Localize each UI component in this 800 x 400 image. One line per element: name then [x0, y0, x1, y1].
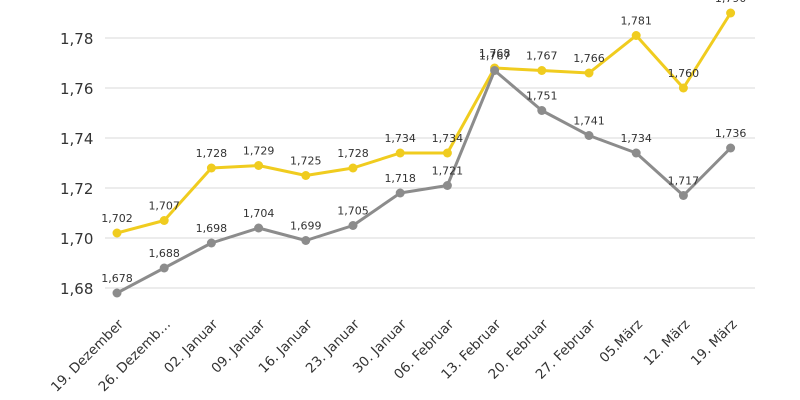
- data-point: [254, 161, 264, 170]
- x-tick-label: 05.März: [597, 317, 647, 367]
- data-label: 1,705: [337, 205, 369, 218]
- data-label: 1,790: [715, 0, 747, 5]
- data-label: 1,717: [668, 175, 700, 188]
- data-point: [348, 163, 358, 173]
- series-line-grau: [116, 69, 732, 295]
- data-point: [631, 31, 641, 40]
- data-label: 1,721: [432, 165, 464, 178]
- data-label: 1,702: [101, 212, 133, 225]
- data-point: [490, 66, 500, 75]
- data-label: 1,725: [290, 155, 322, 168]
- data-point: [159, 216, 169, 225]
- data-point: [206, 238, 216, 248]
- y-tick-label: 1,72: [60, 180, 93, 198]
- y-tick-label: 1,78: [60, 30, 93, 48]
- data-label: 1,736: [715, 127, 747, 140]
- y-tick-label: 1,70: [60, 230, 93, 248]
- data-label: 1,741: [573, 115, 605, 128]
- data-point: [678, 191, 688, 200]
- data-label: 1,718: [384, 172, 416, 185]
- data-point: [348, 221, 358, 230]
- data-label: 1,729: [243, 145, 275, 158]
- data-label: 1,728: [337, 147, 369, 160]
- data-label: 1,728: [196, 147, 228, 160]
- data-point: [395, 188, 405, 198]
- data-label: 1,767: [479, 50, 511, 63]
- data-label: 1,734: [384, 132, 416, 145]
- data-label: 1,781: [620, 15, 652, 28]
- data-point: [678, 83, 688, 93]
- series-line-gelb: [116, 12, 732, 235]
- data-labels: 1,702 1,707 1,728 1,729 1,725 1,728 1,734 1,734…: [101, 0, 746, 285]
- x-tick-label: 12. März: [641, 317, 694, 370]
- data-point: [395, 148, 405, 158]
- data-point: [726, 8, 736, 18]
- data-point: [112, 288, 122, 298]
- data-label: 1,751: [526, 90, 558, 103]
- data-point: [206, 163, 216, 173]
- data-label: 1,707: [148, 200, 180, 213]
- data-label: 1,734: [432, 132, 464, 145]
- data-label: 1,699: [290, 220, 322, 233]
- data-point: [112, 228, 122, 238]
- data-point: [301, 236, 311, 245]
- data-label: 1,734: [620, 132, 652, 145]
- data-label: 1,698: [196, 222, 228, 235]
- data-point: [537, 106, 547, 115]
- data-point: [301, 171, 311, 180]
- data-point: [726, 143, 736, 153]
- data-point: [631, 148, 641, 158]
- data-point: [584, 68, 594, 78]
- y-tick-label: 1,68: [60, 280, 93, 298]
- y-tick-label: 1,74: [60, 130, 93, 148]
- data-label: 1,767: [526, 50, 558, 63]
- data-label: 1,760: [668, 67, 700, 80]
- data-label: 1,678: [101, 272, 133, 285]
- series-lines: [112, 8, 736, 298]
- data-point: [159, 263, 169, 273]
- data-point: [442, 181, 452, 190]
- data-label: 1,688: [148, 247, 180, 260]
- data-label: 1,768: [479, 47, 511, 60]
- data-point: [584, 131, 594, 140]
- y-tick-label: 1,76: [60, 80, 93, 98]
- data-point: [537, 66, 547, 75]
- data-point: [442, 148, 452, 158]
- x-tick-label: 19. März: [688, 317, 741, 370]
- grid-lines: [105, 37, 755, 289]
- y-axis-ticks: 1,68 1,70 1,72 1,74 1,76 1,78: [60, 30, 93, 298]
- data-label: 1,766: [573, 52, 605, 65]
- data-label: 1,704: [243, 207, 275, 220]
- data-point: [254, 223, 264, 233]
